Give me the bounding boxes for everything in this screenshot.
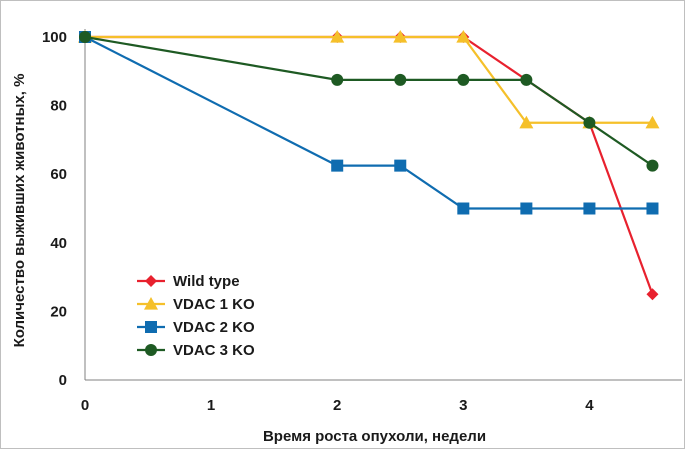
data-point-vdac-1-ko xyxy=(519,115,534,129)
x-axis-title: Время роста опухоли, недели xyxy=(263,428,486,445)
x-tick-label: 4 xyxy=(585,397,594,414)
data-point-vdac-3-ko xyxy=(79,31,91,43)
data-point-vdac-1-ko xyxy=(393,30,408,43)
series-layer xyxy=(78,30,660,301)
legend-item-vdac-3-ko: VDAC 3 KO xyxy=(137,342,255,359)
data-point-vdac-2-ko xyxy=(331,159,344,172)
series-line-vdac-3-ko xyxy=(84,35,654,167)
legend: Wild type VDAC 1 KO VDAC 2 KO VDAC 3 KO xyxy=(137,273,255,359)
data-point-vdac-3-ko xyxy=(646,159,659,172)
data-point-vdac-3-ko xyxy=(331,73,344,86)
legend-label: Wild type xyxy=(173,273,240,290)
data-point-vdac-2-ko xyxy=(520,202,533,215)
y-tick-label: 40 xyxy=(50,235,67,252)
legend-item-vdac-2-ko: VDAC 2 KO xyxy=(137,319,255,336)
y-tick-label: 60 xyxy=(50,166,67,183)
x-tick-label: 2 xyxy=(333,397,341,414)
legend-marker-circle-icon xyxy=(145,344,157,356)
data-point-vdac-3-ko xyxy=(583,116,596,129)
legend-label: VDAC 1 KO xyxy=(173,296,255,313)
data-point-vdac-2-ko xyxy=(646,202,659,215)
data-point-vdac-2-ko xyxy=(583,202,596,215)
x-tick-label: 0 xyxy=(81,397,89,414)
y-tick-label: 100 xyxy=(42,29,67,46)
tick-labels: 0 20 40 60 80 100 0 1 2 3 4 xyxy=(42,29,594,414)
data-point-vdac-2-ko xyxy=(394,159,407,172)
data-point-vdac-1-ko xyxy=(456,30,471,43)
data-point-vdac-1-ko xyxy=(645,115,660,129)
data-point-wild-type xyxy=(646,288,659,301)
data-point-vdac-3-ko xyxy=(520,73,533,86)
y-axis-title: Количество выживших животных, % xyxy=(11,74,28,348)
y-tick-label: 20 xyxy=(50,303,67,320)
y-tick-label: 0 xyxy=(59,372,67,389)
data-point-vdac-1-ko xyxy=(330,30,345,43)
legend-label: VDAC 2 KO xyxy=(173,319,255,336)
series-vdac-3-ko xyxy=(79,31,659,172)
x-tick-label: 3 xyxy=(459,397,467,414)
data-point-vdac-2-ko xyxy=(457,202,470,215)
legend-label: VDAC 3 KO xyxy=(173,342,255,359)
legend-marker-square-icon xyxy=(145,321,157,333)
legend-item-vdac-1-ko: VDAC 1 KO xyxy=(137,296,255,313)
axes xyxy=(84,29,682,381)
y-tick-label: 80 xyxy=(50,98,67,115)
data-point-vdac-3-ko xyxy=(394,73,407,86)
legend-marker-diamond-icon xyxy=(145,275,157,287)
data-point-vdac-3-ko xyxy=(457,73,470,86)
legend-item-wild-type: Wild type xyxy=(137,273,240,290)
x-tick-label: 1 xyxy=(207,397,215,414)
legend-marker-triangle-icon xyxy=(144,297,158,310)
